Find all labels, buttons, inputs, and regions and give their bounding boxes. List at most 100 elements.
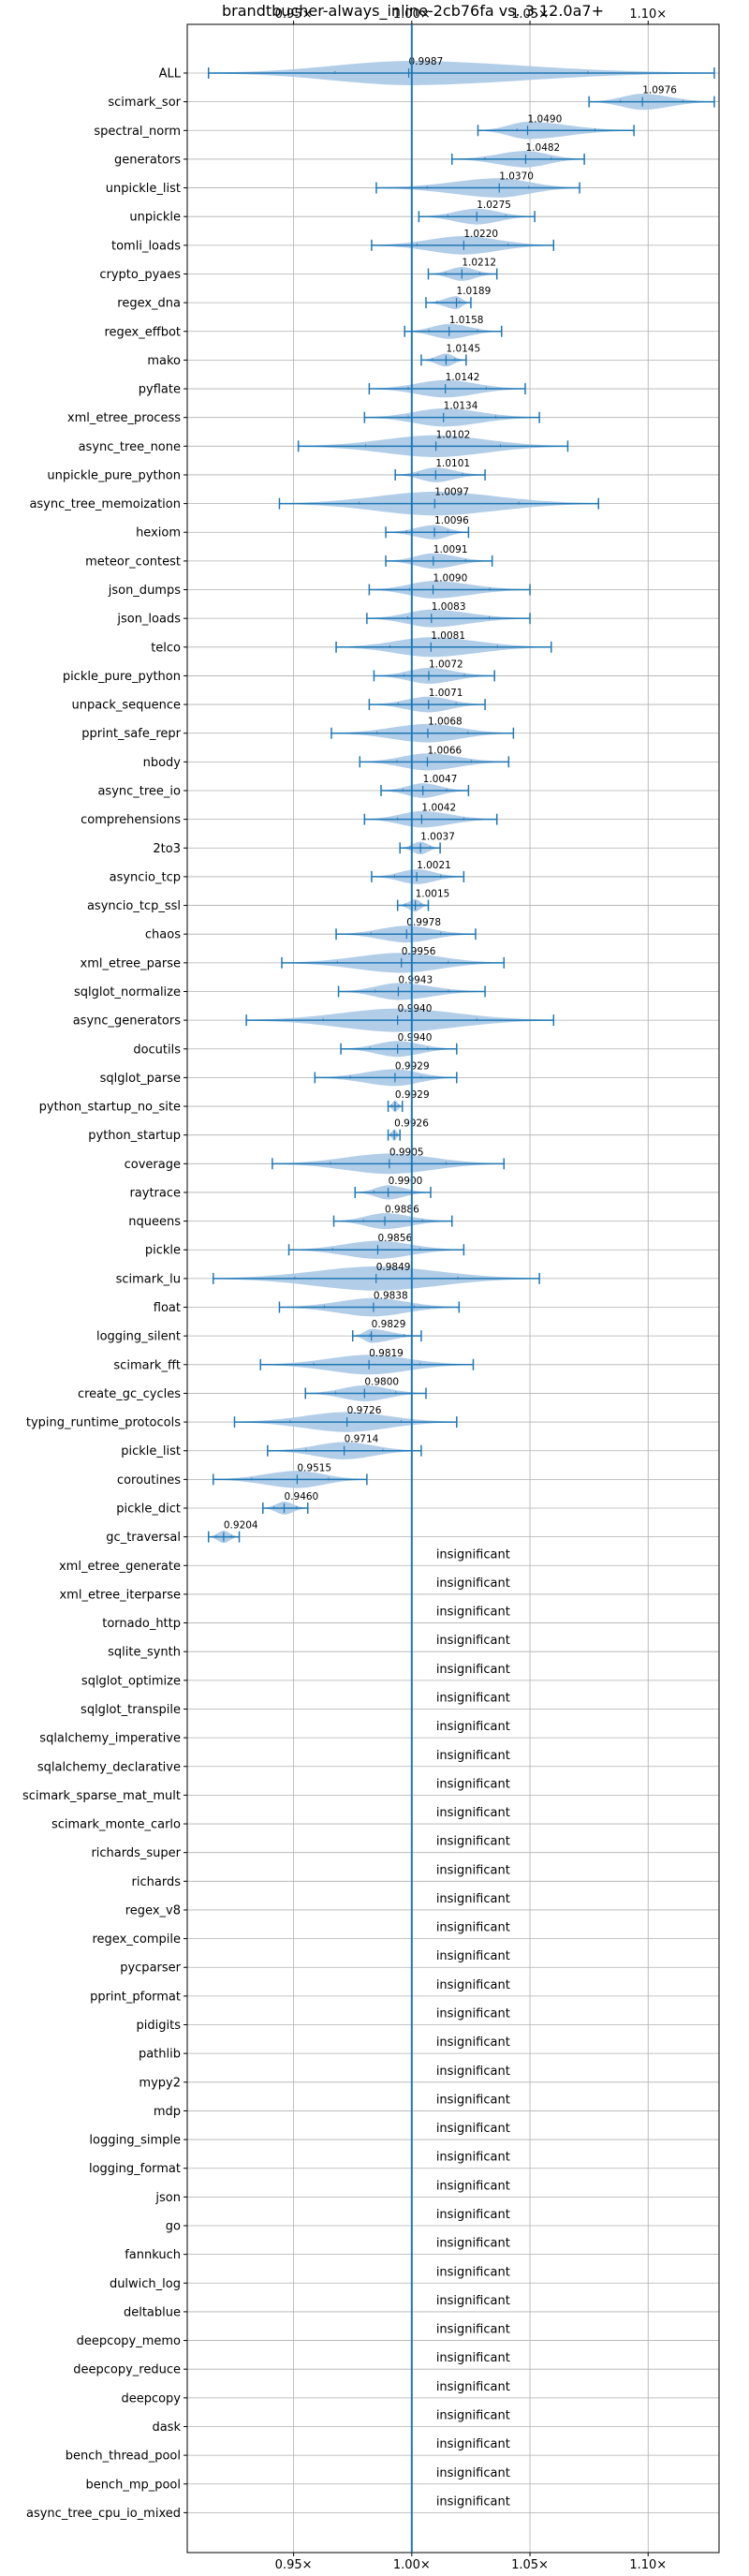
insignificant-label: insignificant bbox=[436, 1863, 510, 1877]
y-tick-label: asyncio_tcp_ssl bbox=[87, 899, 181, 913]
y-tick-label: gc_traversal bbox=[106, 1531, 181, 1545]
y-tick-label: logging_format bbox=[89, 2162, 181, 2176]
insignificant-label: insignificant bbox=[436, 2495, 510, 2509]
insignificant-label: insignificant bbox=[436, 2151, 510, 2165]
insignificant-label: insignificant bbox=[436, 2323, 510, 2337]
mean-value-label: 1.0275 bbox=[477, 200, 511, 211]
y-tick-label: mdp bbox=[154, 2105, 181, 2119]
mean-value-label: 1.0047 bbox=[423, 774, 458, 785]
mean-value-label: 1.0134 bbox=[444, 401, 478, 412]
y-tick-label: pickle_list bbox=[121, 1444, 181, 1458]
y-tick-label: async_tree_io bbox=[97, 785, 181, 799]
insignificant-label: insignificant bbox=[436, 1577, 510, 1591]
y-tick-label: nqueens bbox=[128, 1215, 181, 1229]
x-tick-label-top: 1.00× bbox=[393, 7, 431, 22]
insignificant-label: insignificant bbox=[436, 1606, 510, 1620]
y-tick-label: mypy2 bbox=[139, 2076, 181, 2090]
mean-value-label: 1.0071 bbox=[429, 688, 463, 699]
y-tick-label: sqlglot_normalize bbox=[74, 985, 181, 999]
plot-area: 0.95× 0.95× 1.00× 1.00× 1.05× 1.05× 1.10× 1.10×… bbox=[22, 7, 720, 2572]
mean-value-label: 0.9856 bbox=[377, 1233, 412, 1244]
y-tick-label: bench_mp_pool bbox=[85, 2478, 181, 2492]
insignificant-label: insignificant bbox=[436, 1806, 510, 1820]
mean-value-label: 0.9819 bbox=[369, 1348, 404, 1359]
insignificant-label: insignificant bbox=[436, 1777, 510, 1791]
y-tick-label: scimark_sparse_mat_mult bbox=[22, 1789, 181, 1803]
mean-value-label: 1.0097 bbox=[434, 487, 469, 498]
y-tick-label: scimark_lu bbox=[116, 1272, 181, 1286]
mean-value-label: 1.0042 bbox=[421, 803, 456, 814]
y-tick-label: coverage bbox=[125, 1158, 181, 1172]
mean-value-label: 0.9726 bbox=[347, 1405, 382, 1416]
y-tick-label: dask bbox=[152, 2421, 181, 2435]
insignificant-label: insignificant bbox=[436, 1921, 510, 1935]
insignificant-label: insignificant bbox=[436, 2093, 510, 2107]
y-tick-label: pickle_pure_python bbox=[63, 670, 181, 684]
x-tick-label-bottom: 1.10× bbox=[629, 2558, 667, 2572]
mean-value-label: 0.9943 bbox=[398, 974, 433, 985]
mean-value-label: 1.0068 bbox=[428, 717, 463, 728]
y-tick-label: unpickle_list bbox=[106, 182, 181, 196]
y-tick-label: tornado_http bbox=[102, 1617, 181, 1631]
insignificant-label: insignificant bbox=[436, 2007, 510, 2021]
mean-value-label: 0.9987 bbox=[409, 56, 444, 67]
mean-value-label: 1.0066 bbox=[427, 745, 462, 756]
insignificant-label: insignificant bbox=[436, 1978, 510, 1992]
y-tick-label: logging_silent bbox=[96, 1330, 181, 1344]
insignificant-label: insignificant bbox=[436, 1720, 510, 1734]
y-tick-label: deepcopy_reduce bbox=[73, 2363, 181, 2377]
y-tick-label: json_dumps bbox=[108, 584, 181, 598]
y-tick-label: regex_dna bbox=[117, 297, 181, 311]
y-tick-label: regex_v8 bbox=[125, 1903, 181, 1917]
y-tick-label: telco bbox=[151, 641, 181, 655]
mean-value-label: 1.0145 bbox=[446, 343, 480, 354]
mean-value-label: 1.0081 bbox=[431, 630, 465, 642]
insignificant-label: insignificant bbox=[436, 2437, 510, 2451]
mean-value-label: 1.0037 bbox=[420, 831, 455, 842]
y-tick-label: coroutines bbox=[117, 1473, 181, 1488]
y-tick-label: ALL bbox=[159, 67, 182, 81]
y-tick-label: scimark_sor bbox=[108, 96, 181, 110]
y-tick-label: async_tree_cpu_io_mixed bbox=[26, 2507, 181, 2521]
y-tick-label: sqlglot_optimize bbox=[81, 1674, 181, 1688]
mean-value-label: 1.0021 bbox=[417, 860, 451, 871]
y-tick-label: raytrace bbox=[129, 1186, 181, 1200]
x-tick-label-top: 0.95× bbox=[275, 7, 313, 22]
y-tick-label: json bbox=[154, 2191, 181, 2205]
y-tick-label: pyflate bbox=[139, 383, 181, 397]
x-tick-label-bottom: 0.95× bbox=[275, 2558, 313, 2572]
mean-value-label: 0.9886 bbox=[385, 1205, 419, 1216]
mean-value-label: 1.0090 bbox=[433, 573, 468, 585]
y-tick-label: xml_etree_process bbox=[67, 411, 181, 425]
y-tick-label: hexiom bbox=[136, 526, 181, 540]
mean-value-label: 1.0083 bbox=[432, 601, 466, 613]
mean-value-label: 0.9714 bbox=[345, 1434, 379, 1445]
plot-frame bbox=[186, 23, 720, 2554]
y-tick-label: scimark_fft bbox=[113, 1358, 181, 1372]
x-tick-label-bottom: 1.05× bbox=[511, 2558, 549, 2572]
y-tick-label: pprint_pformat bbox=[90, 1990, 181, 2004]
mean-value-label: 0.9956 bbox=[402, 946, 436, 957]
mean-value-label: 1.0189 bbox=[457, 286, 492, 297]
insignificant-label: insignificant bbox=[436, 2179, 510, 2193]
y-tick-label: tomli_loads bbox=[111, 239, 181, 253]
insignificant-label: insignificant bbox=[436, 1892, 510, 1906]
insignificant-label: insignificant bbox=[436, 2294, 510, 2308]
mean-value-label: 0.9978 bbox=[406, 917, 441, 928]
chart-title: brandtbucher-always_inline-2cb76fa vs. 3… bbox=[222, 2, 604, 21]
y-tick-label: pickle bbox=[145, 1244, 181, 1258]
insignificant-label: insignificant bbox=[436, 2122, 510, 2136]
y-tick-label: sqlite_synth bbox=[108, 1646, 181, 1660]
y-tick-label: sqlglot_transpile bbox=[81, 1703, 181, 1717]
y-tick-label: chaos bbox=[145, 928, 181, 942]
y-tick-label: pickle_dict bbox=[116, 1503, 181, 1517]
y-tick-label: deepcopy_memo bbox=[77, 2334, 181, 2348]
y-tick-label: typing_runtime_protocols bbox=[26, 1416, 181, 1430]
y-tick-label: json_loads bbox=[116, 613, 181, 627]
y-tick-label: bench_thread_pool bbox=[66, 2450, 181, 2464]
y-tick-label: regex_effbot bbox=[104, 325, 181, 339]
mean-value-label: 1.0370 bbox=[499, 171, 534, 183]
y-tick-label: unpickle bbox=[129, 211, 181, 225]
y-tick-label: meteor_contest bbox=[85, 555, 181, 569]
mean-value-label: 1.0091 bbox=[433, 544, 468, 555]
